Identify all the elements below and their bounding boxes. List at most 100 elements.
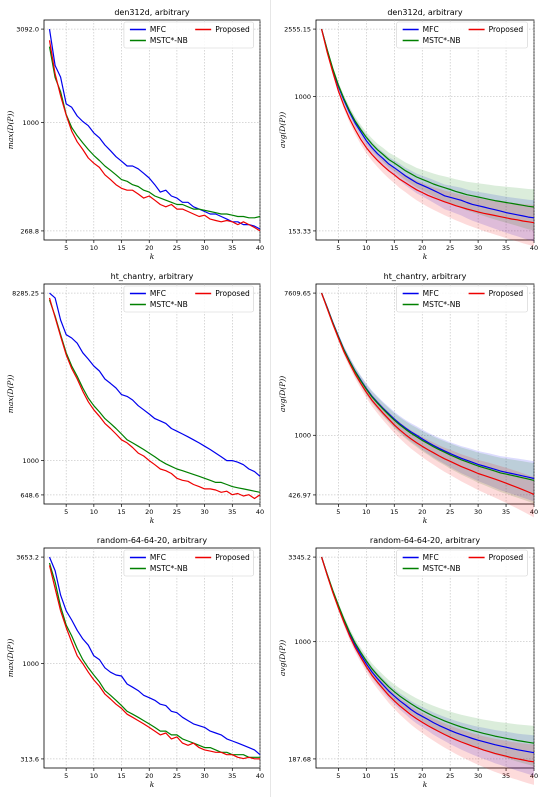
x-tick-label: 35 <box>502 508 510 516</box>
legend-label: Proposed <box>489 25 524 34</box>
y-axis-label: avg(D(P)) <box>278 112 287 148</box>
x-tick-label: 25 <box>446 244 454 252</box>
x-tick-label: 10 <box>90 772 98 780</box>
legend: MFC MSTC*-NB Proposed <box>123 549 254 577</box>
y-axis-label: max(D(P)) <box>6 111 15 150</box>
series-line-mstc-nb <box>321 556 535 744</box>
x-tick-label: 5 <box>336 244 340 252</box>
series-line-mstc-nb <box>48 46 261 219</box>
x-tick-label: 40 <box>256 772 264 780</box>
plot-frame <box>43 547 261 769</box>
y-axis-label: avg(D(P)) <box>278 376 287 412</box>
series-line-mfc <box>48 556 261 756</box>
chart-panel-6: random-64-64-20, arbitrary 5 10 15 20 25 30 35 4… <box>278 536 538 789</box>
y-tick-label: 268.8 <box>20 227 39 235</box>
series-line-mstc-nb <box>321 292 535 481</box>
x-axis-label: k <box>150 516 155 525</box>
legend-box <box>396 285 528 313</box>
x-tick-label: 30 <box>200 508 208 516</box>
x-tick-label: 40 <box>256 244 264 252</box>
x-tick-label: 35 <box>228 772 236 780</box>
x-tick-label: 25 <box>173 508 181 516</box>
x-tick-label: 20 <box>145 772 153 780</box>
legend: MFC MSTC*-NB Proposed <box>123 285 254 313</box>
x-tick-label: 35 <box>502 244 510 252</box>
legend-label: MFC <box>150 25 166 34</box>
y-tick-label: 7609.65 <box>284 289 311 297</box>
x-tick-label: 5 <box>336 508 340 516</box>
y-tick-label: 1000 <box>22 119 39 127</box>
y-tick-label: 1000 <box>294 93 311 101</box>
legend-label: MSTC*-NB <box>423 36 461 45</box>
y-tick-label: 1000 <box>22 660 39 668</box>
x-tick-label: 5 <box>336 772 340 780</box>
x-tick-label: 30 <box>474 508 482 516</box>
band-mstc-nb <box>321 27 534 231</box>
y-tick-label: 648.6 <box>20 491 39 499</box>
y-tick-label: 2555.15 <box>284 25 311 33</box>
series-line-mfc <box>321 28 535 219</box>
legend-label: Proposed <box>215 25 250 34</box>
legend-label: Proposed <box>489 553 524 562</box>
x-tick-label: 25 <box>173 244 181 252</box>
legend-label: MFC <box>150 553 166 562</box>
chart-panel-3: ht_chantry, arbitrary 5 10 15 20 25 30 35 40 648.… <box>6 272 264 525</box>
x-tick-label: 15 <box>390 508 398 516</box>
series-line-mfc <box>321 556 535 754</box>
x-tick-label: 20 <box>418 772 426 780</box>
legend-label: MFC <box>150 289 166 298</box>
x-tick-label: 20 <box>145 244 153 252</box>
series-line-mfc <box>48 29 261 230</box>
plot-frame <box>315 547 535 769</box>
series-line-proposed <box>321 292 535 495</box>
y-tick-label: 153.33 <box>288 227 311 235</box>
panel-divider <box>270 0 271 797</box>
band-proposed <box>321 27 534 247</box>
series-line-proposed <box>48 297 261 500</box>
legend-box <box>123 549 254 577</box>
chart-title: ht_chantry, arbitrary <box>111 272 194 281</box>
y-tick-label: 1000 <box>294 638 311 646</box>
x-tick-label: 15 <box>390 772 398 780</box>
legend-label: MFC <box>423 25 439 34</box>
legend-box <box>396 549 528 577</box>
legend-label: Proposed <box>215 289 250 298</box>
legend: MFC MSTC*-NB Proposed <box>396 549 528 577</box>
y-tick-label: 1000 <box>22 457 39 465</box>
series-line-mstc-nb <box>48 562 260 758</box>
x-tick-label: 30 <box>474 244 482 252</box>
x-tick-label: 25 <box>446 772 454 780</box>
legend: MFC MSTC*-NB Proposed <box>396 285 528 313</box>
x-tick-label: 10 <box>90 244 98 252</box>
chart-panel-5: random-64-64-20, arbitrary 5 10 15 20 25 30 35 4… <box>6 536 264 789</box>
x-tick-label: 35 <box>502 772 510 780</box>
x-tick-label: 40 <box>530 772 538 780</box>
x-tick-label: 10 <box>362 772 370 780</box>
legend-label: MSTC*-NB <box>150 36 188 45</box>
x-tick-label: 40 <box>530 508 538 516</box>
x-tick-label: 20 <box>418 244 426 252</box>
series-line-proposed <box>321 556 535 763</box>
series-line-proposed <box>48 565 261 760</box>
x-tick-label: 25 <box>446 508 454 516</box>
x-tick-label: 5 <box>64 244 68 252</box>
x-tick-label: 15 <box>117 772 125 780</box>
band-proposed <box>321 555 534 785</box>
x-tick-label: 15 <box>117 508 125 516</box>
band-mfc <box>321 555 534 776</box>
chart-panel-4: ht_chantry, arbitrary 5 10 15 20 25 30 35 40 426.… <box>278 272 538 525</box>
legend: MFC MSTC*-NB Proposed <box>123 21 254 49</box>
y-axis-label: max(D(P)) <box>6 375 15 414</box>
y-tick-label: 426.97 <box>288 491 311 499</box>
x-tick-label: 10 <box>362 508 370 516</box>
x-tick-label: 15 <box>390 244 398 252</box>
plot-frame <box>315 283 535 505</box>
band-mstc-nb <box>321 291 534 504</box>
chart-title: ht_chantry, arbitrary <box>384 272 467 281</box>
band-proposed <box>321 291 534 518</box>
legend-box <box>123 285 254 313</box>
chart-title: random-64-64-20, arbitrary <box>370 536 480 545</box>
series-line-proposed <box>48 40 261 232</box>
x-tick-label: 40 <box>256 508 264 516</box>
